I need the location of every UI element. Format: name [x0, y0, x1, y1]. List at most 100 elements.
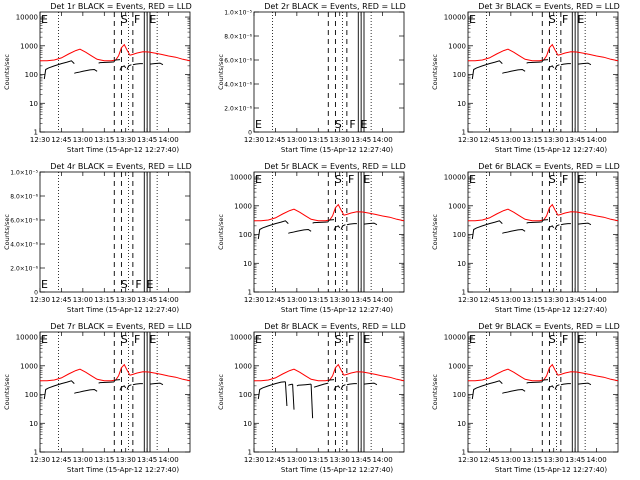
x-axis-label: Start Time (15-Apr-12 12:27:40): [67, 306, 179, 314]
marker-f: F: [562, 173, 568, 186]
events-series-segment: [114, 59, 121, 62]
events-series-segment: [577, 382, 592, 386]
x-tick-label: 13:15: [94, 456, 114, 464]
events-series-segment: [257, 381, 286, 400]
marker-f: F: [562, 333, 568, 346]
marker-e: E: [577, 13, 584, 26]
y-tick-label: 10: [243, 420, 252, 428]
x-tick-label: 13:45: [565, 456, 585, 464]
y-tick-label: 8.0×10⁻⁶: [10, 194, 38, 201]
y-tick-label: 100: [453, 231, 466, 239]
x-tick-label: 13:00: [287, 296, 307, 304]
det-8r-chart: Det 8r BLACK = Events, RED = LLD 12:30 12:…: [217, 322, 406, 474]
x-tick-label: 12:45: [479, 136, 499, 144]
x-tick-label: 13:15: [522, 136, 542, 144]
events-series-segment: [333, 385, 341, 391]
y-tick-label: 10: [457, 260, 466, 268]
y-axis-label: Counts/sec: [3, 374, 11, 410]
y-tick-label: 1000: [448, 202, 466, 210]
y-tick-label: 10000: [230, 174, 252, 182]
events-series-segment: [74, 388, 98, 394]
y-tick-label: 1000: [234, 362, 252, 370]
events-series-segment: [346, 383, 357, 386]
marker-f: F: [348, 173, 354, 186]
det-9r-panel: Det 9r BLACK = Events, RED = LLD 12:30 12:…: [428, 320, 640, 480]
events-series-segment: [577, 62, 592, 66]
events-series-segment: [288, 228, 312, 234]
x-tick-label: 14:00: [372, 456, 392, 464]
marker-f: F: [134, 333, 140, 346]
marker-edge-e: E: [255, 333, 262, 346]
det-3r-chart: Det 3r BLACK = Events, RED = LLD 12:30 12:…: [431, 2, 620, 154]
y-tick-label: 1000: [448, 42, 466, 50]
det-5r-panel: Det 5r BLACK = Events, RED = LLD 12:30 12:…: [214, 160, 426, 320]
det-9r-chart: Det 9r BLACK = Events, RED = LLD 12:30 12:…: [431, 322, 620, 474]
det-2r-chart: Det 2r BLACK = Events, RED = LLD 12:30 12:…: [217, 2, 406, 154]
x-tick-label: 14:00: [158, 456, 178, 464]
y-tick-label: 100: [25, 391, 38, 399]
y-tick-label: 6.0×10⁻⁶: [224, 58, 252, 65]
x-tick-label: 12:30: [458, 136, 478, 144]
lld-series-line: [254, 363, 405, 382]
x-tick-label: 13:45: [351, 296, 371, 304]
events-series-segment: [340, 384, 346, 390]
plot-frame: [467, 331, 619, 453]
x-tick-label: 13:30: [330, 136, 350, 144]
events-series-segment: [98, 61, 115, 64]
y-tick-label: 8.0×10⁻⁶: [224, 34, 252, 41]
det-7r-chart: Det 7r BLACK = Events, RED = LLD 12:30 12:…: [3, 322, 192, 474]
marker-e: E: [577, 173, 584, 186]
events-series-segment: [288, 383, 293, 386]
det-2r-panel: Det 2r BLACK = Events, RED = LLD 12:30 12:…: [214, 0, 426, 160]
y-axis-label: Counts/sec: [431, 54, 439, 90]
events-series-segment: [346, 223, 357, 226]
x-tick-label: 13:15: [94, 296, 114, 304]
x-tick-label: 14:00: [586, 136, 606, 144]
marker-s: S: [121, 333, 128, 346]
x-tick-label: 12:45: [479, 456, 499, 464]
marker-edge-e: E: [469, 333, 476, 346]
x-tick-label: 12:30: [244, 456, 264, 464]
events-series-segment: [363, 222, 378, 226]
y-axis-label: Counts/sec: [217, 374, 225, 410]
y-tick-label: 1: [462, 129, 466, 137]
events-series-segment: [119, 385, 127, 391]
y-tick-label: 10000: [16, 14, 38, 22]
chart-title: Det 3r BLACK = Events, RED = LLD: [478, 2, 620, 11]
y-axis-label: Counts/sec: [217, 54, 225, 90]
x-tick-label: 13:30: [330, 456, 350, 464]
x-tick-label: 13:45: [565, 136, 585, 144]
x-axis-label: Start Time (15-Apr-12 12:27:40): [67, 146, 179, 154]
events-series-segment: [547, 65, 555, 71]
events-series-segment: [502, 68, 526, 74]
x-tick-label: 12:45: [51, 136, 71, 144]
y-tick-label: 1.0×10⁻⁵: [224, 10, 252, 17]
y-tick-label: 2.0×10⁻⁶: [224, 106, 252, 113]
x-tick-label: 13:15: [94, 136, 114, 144]
x-tick-label: 12:45: [51, 296, 71, 304]
events-series-segment: [328, 219, 335, 222]
x-tick-label: 12:45: [51, 456, 71, 464]
events-series-segment: [284, 381, 288, 407]
y-tick-label: 1.0×10⁻⁵: [10, 170, 38, 177]
x-tick-label: 14:00: [372, 296, 392, 304]
events-series-segment: [132, 63, 143, 66]
x-tick-label: 12:45: [265, 296, 285, 304]
marker-f: F: [134, 13, 140, 26]
y-tick-label: 10000: [444, 14, 466, 22]
lld-series-line: [468, 203, 619, 222]
det-6r-panel: Det 6r BLACK = Events, RED = LLD 12:30 12:…: [428, 160, 640, 320]
events-series-segment: [577, 222, 592, 226]
y-tick-label: 1: [462, 289, 466, 297]
x-axis-label: Start Time (15-Apr-12 12:27:40): [495, 146, 607, 154]
events-series-segment: [526, 221, 543, 224]
x-tick-label: 13:30: [544, 136, 564, 144]
x-tick-label: 13:15: [308, 296, 328, 304]
x-axis-label: Start Time (15-Apr-12 12:27:40): [495, 466, 607, 474]
events-series-segment: [526, 61, 543, 64]
y-axis-label: Counts/sec: [3, 54, 11, 90]
events-series-segment: [471, 60, 503, 80]
x-tick-label: 13:45: [351, 456, 371, 464]
events-series-segment: [126, 384, 132, 390]
y-tick-label: 1: [248, 289, 252, 297]
